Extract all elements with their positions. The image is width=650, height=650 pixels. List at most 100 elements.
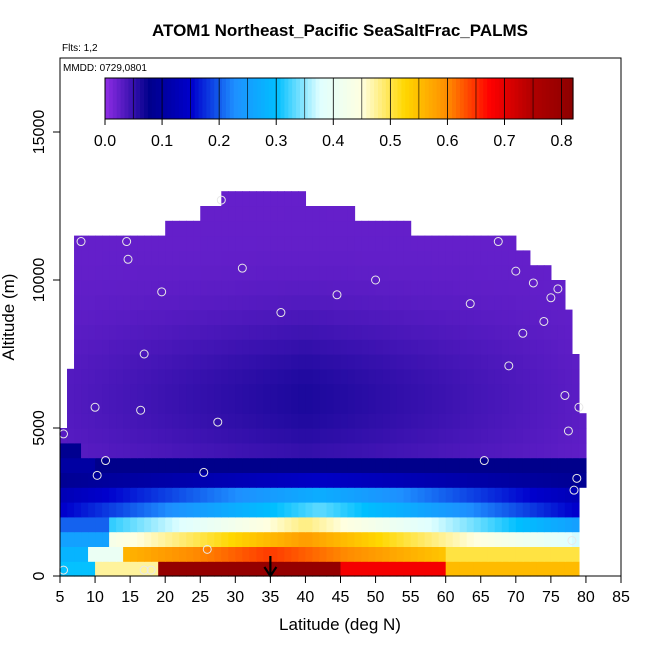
heatmap-cell	[263, 457, 271, 473]
heatmap-cell	[389, 428, 398, 444]
heatmap-cell	[130, 531, 138, 547]
sample-point	[574, 402, 584, 412]
heatmap-cell	[438, 324, 447, 340]
heatmap-cell	[284, 546, 293, 562]
heatmap-cell	[116, 309, 124, 325]
heatmap-cell	[424, 502, 433, 518]
heatmap-cell	[536, 428, 545, 444]
heatmap-cell	[319, 546, 328, 562]
heatmap-cell	[284, 516, 293, 533]
heatmap-cell	[354, 220, 363, 237]
heatmap-cell	[550, 280, 559, 296]
colorbar-tick-label: 0.4	[322, 133, 344, 150]
heatmap-cell	[389, 309, 398, 325]
colorbar-swatch	[413, 78, 418, 119]
heatmap-cell	[354, 398, 363, 414]
heatmap-cell	[74, 339, 82, 355]
heatmap-cell	[382, 368, 391, 385]
heatmap-cell	[403, 472, 412, 488]
heatmap-cell	[368, 383, 377, 399]
heatmap-cell	[333, 561, 342, 577]
heatmap-cell	[165, 368, 173, 385]
heatmap-cell	[270, 487, 278, 503]
heatmap-cell	[270, 368, 278, 385]
heatmap-cell	[550, 457, 559, 473]
heatmap-cell	[424, 383, 433, 399]
heatmap-cell	[95, 531, 103, 547]
heatmap-cell	[410, 516, 419, 533]
heatmap-cell	[207, 383, 215, 399]
heatmap-cell	[242, 191, 250, 207]
heatmap-cell	[543, 561, 552, 577]
heatmap-cell	[438, 265, 447, 281]
heatmap-cell	[347, 235, 356, 251]
heatmap-cell	[130, 250, 138, 266]
heatmap-cell	[221, 398, 229, 414]
heatmap-cell	[249, 339, 257, 355]
heatmap-cell	[550, 354, 559, 370]
heatmap-cell	[144, 324, 152, 340]
heatmap-cell	[235, 383, 243, 399]
sample-point	[139, 565, 149, 575]
heatmap-cell	[242, 354, 250, 370]
heatmap-cell	[193, 428, 201, 444]
heatmap-cell	[172, 250, 180, 266]
heatmap-cell	[74, 457, 82, 473]
heatmap-cell	[431, 354, 440, 370]
colorbar-swatch	[147, 78, 153, 119]
heatmap-cell	[326, 368, 335, 385]
heatmap-cell	[249, 516, 257, 533]
heatmap-cell	[403, 339, 412, 355]
heatmap-cell	[382, 502, 391, 518]
heatmap-cell	[214, 502, 222, 518]
colorbar-swatch	[518, 78, 523, 119]
heatmap-cell	[179, 354, 187, 370]
colorbar-swatch	[222, 78, 227, 119]
colorbar-swatch	[120, 78, 126, 119]
heatmap-cell	[102, 354, 110, 370]
heatmap-cell	[193, 354, 201, 370]
heatmap-cell	[424, 265, 433, 281]
heatmap-cell	[445, 324, 454, 340]
heatmap-cell	[347, 294, 356, 311]
heatmap-cell	[550, 546, 559, 562]
heatmap-cell	[326, 339, 335, 355]
heatmap-cell	[235, 531, 243, 547]
heatmap-cell	[298, 516, 307, 533]
heatmap-cell	[193, 339, 201, 355]
heatmap-cell	[326, 516, 335, 533]
heatmap-cell	[214, 309, 222, 325]
x-tick-label: 15	[121, 589, 139, 606]
heatmap-cell	[270, 398, 278, 414]
heatmap-cell	[123, 561, 131, 577]
heatmap-cell	[396, 487, 405, 503]
heatmap-cell	[333, 457, 342, 473]
heatmap-cell	[270, 309, 278, 325]
heatmap-cell	[326, 472, 335, 488]
heatmap-cell	[298, 191, 307, 207]
heatmap-cell	[571, 383, 580, 399]
heatmap-cell	[382, 398, 391, 414]
heatmap-cell	[109, 531, 117, 547]
heatmap-cell	[368, 235, 377, 251]
heatmap-cell	[382, 428, 391, 444]
heatmap-cell	[249, 324, 257, 340]
heatmap-cell	[536, 546, 545, 562]
heatmap-cell	[242, 294, 250, 311]
heatmap-cell	[221, 457, 229, 473]
heatmap-cell	[466, 561, 475, 577]
heatmap-cell	[67, 531, 75, 547]
heatmap-cell	[109, 309, 117, 325]
heatmap-cell	[151, 398, 159, 414]
heatmap-cell	[130, 516, 138, 533]
heatmap-cell	[445, 383, 454, 399]
heatmap-cell	[165, 220, 173, 237]
heatmap-cell	[207, 339, 215, 355]
heatmap-cell	[151, 472, 159, 488]
heatmap-cell	[263, 309, 271, 325]
colorbar-swatch	[436, 78, 441, 119]
heatmap-cell	[543, 398, 552, 414]
colorbar-swatch	[417, 78, 422, 119]
heatmap-cell	[144, 250, 152, 266]
heatmap-cell	[60, 546, 68, 562]
